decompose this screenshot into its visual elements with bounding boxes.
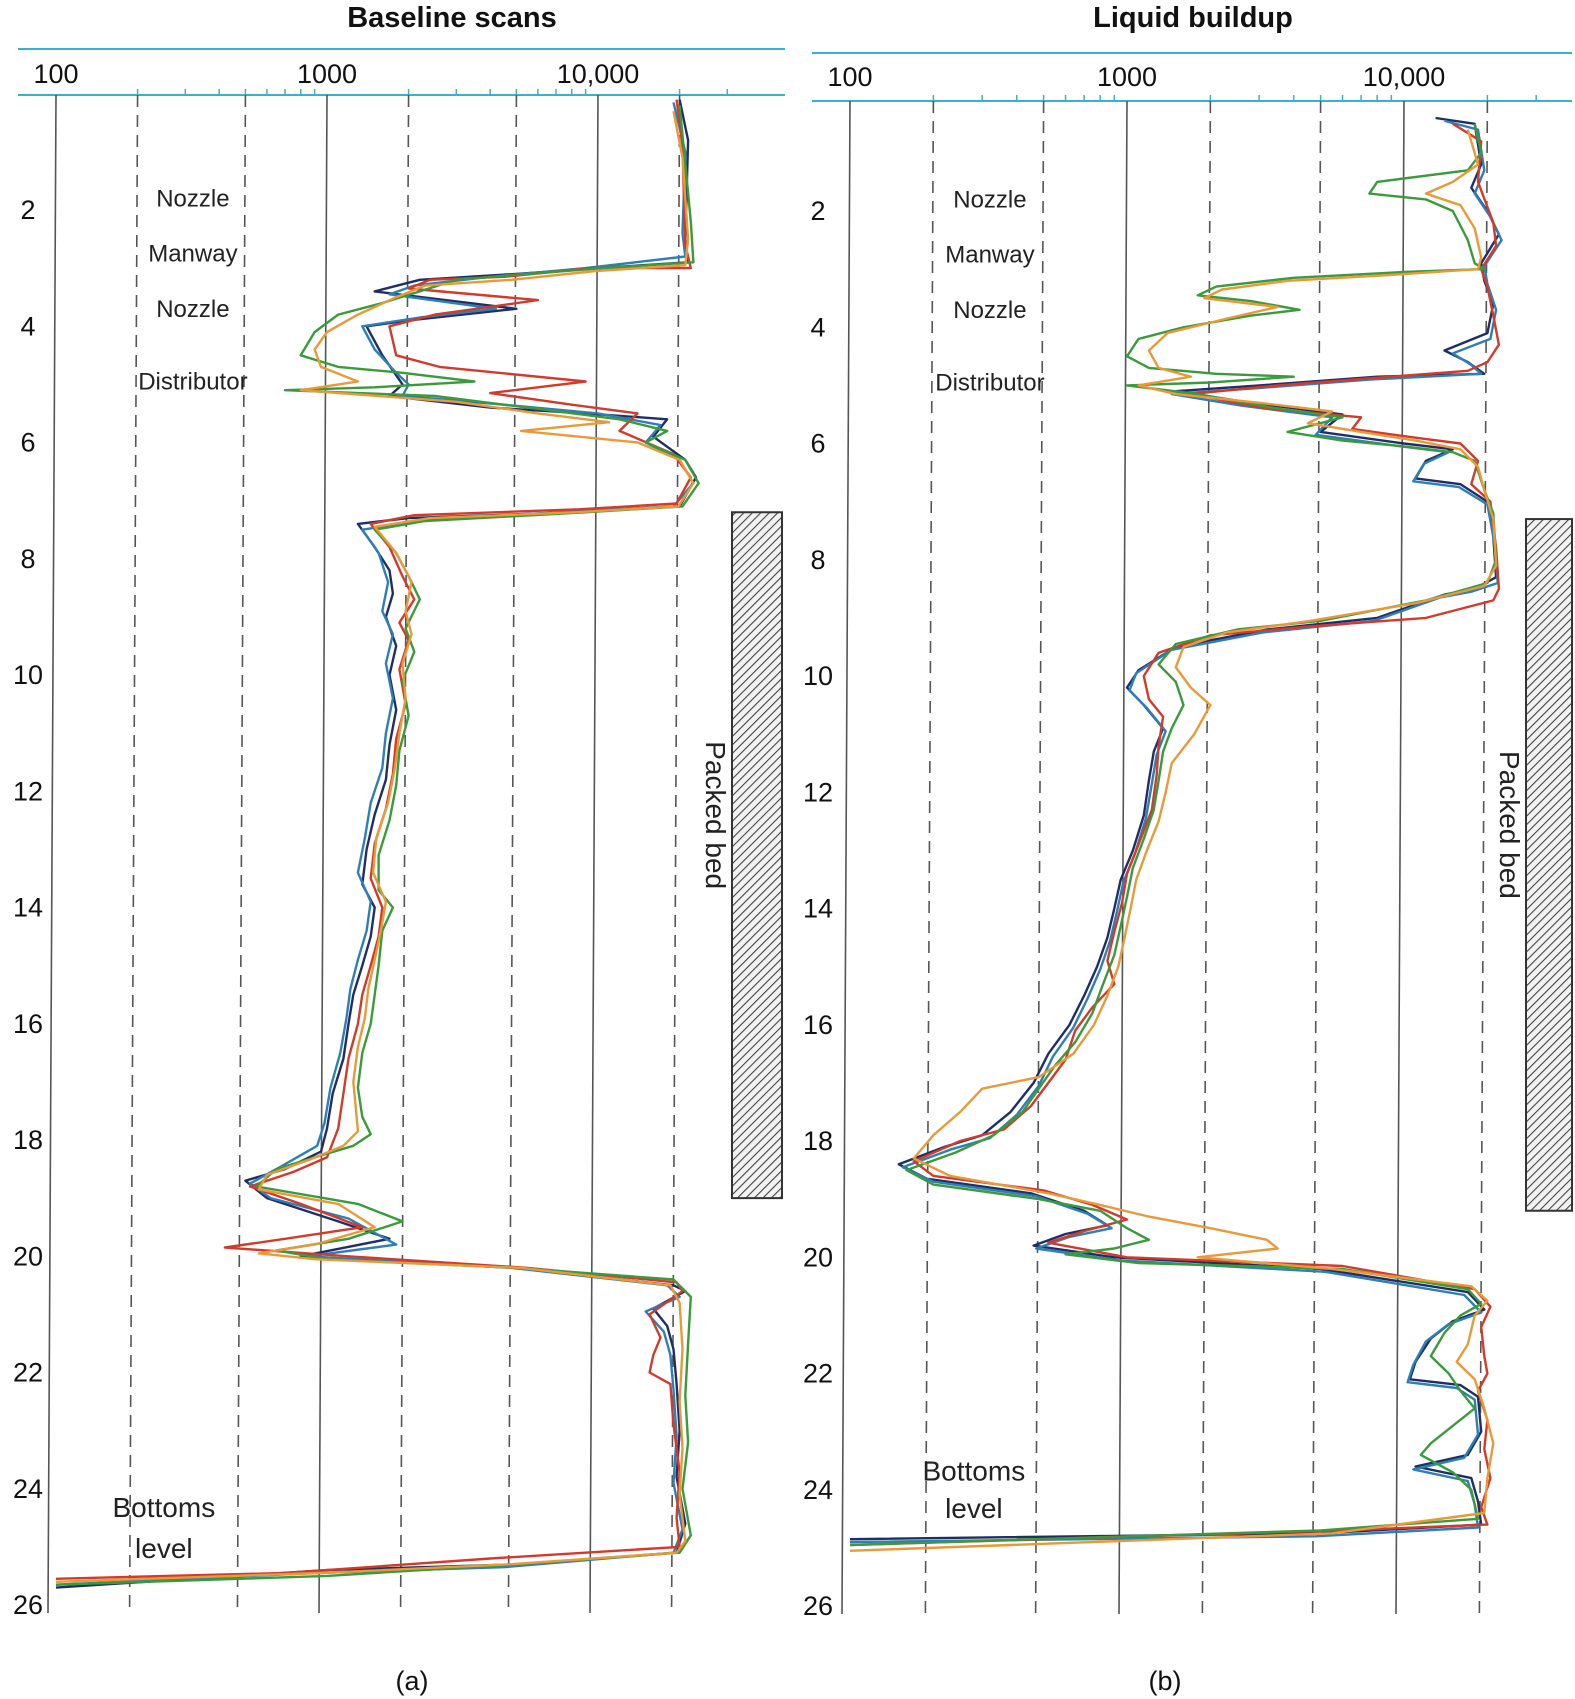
packed-bed-label: Packed bed <box>1494 751 1525 899</box>
gridline-minor <box>670 94 681 1614</box>
annotation-label: level <box>945 1493 1003 1524</box>
annotation-label: Bottoms <box>923 1455 1026 1486</box>
y-tick-label: 22 <box>803 1359 833 1389</box>
packed-bed-label: Packed bed <box>700 741 731 889</box>
x-tick-label: 1000 <box>297 59 357 89</box>
y-tick-label: 20 <box>803 1242 833 1272</box>
x-tick-label: 100 <box>33 59 78 89</box>
gridline-minor <box>1311 100 1322 1615</box>
gridline-minor <box>1034 100 1045 1615</box>
gridline-decade <box>318 94 328 1614</box>
gridline-minor <box>507 94 518 1614</box>
gridline-minor <box>128 94 139 1614</box>
y-tick-label: 14 <box>803 894 833 924</box>
x-tick-label: 100 <box>827 62 872 92</box>
y-tick-label: 10 <box>803 661 833 691</box>
y-tick-label: 4 <box>810 312 825 342</box>
x-tick-label: 1000 <box>1097 62 1157 92</box>
panel-b: Liquid buildup 100 1000 10,000 24681012141… <box>803 2 1573 1696</box>
y-tick-label: 24 <box>13 1474 43 1504</box>
grid <box>47 89 729 1614</box>
gridline-decade <box>589 94 599 1614</box>
y-tick-label: 16 <box>13 1009 43 1039</box>
packed-bed: Packed bed <box>1494 518 1573 1212</box>
packed-bed: Packed bed <box>700 511 783 1200</box>
gridline-minor <box>1478 100 1489 1615</box>
gridline-decade <box>1118 100 1128 1615</box>
annotation-label: Distributor <box>935 369 1044 396</box>
annotation-label: Nozzle <box>156 296 229 323</box>
gridline-minor <box>924 100 935 1615</box>
gridline-minor <box>399 94 410 1614</box>
y-tick-label: 8 <box>810 545 825 575</box>
panel-a: Baseline scans 100 1000 10,000 24681012141… <box>13 2 785 1696</box>
y-tick-label: 12 <box>803 777 833 807</box>
annotation-label: Nozzle <box>953 186 1026 213</box>
y-tick-label: 8 <box>20 544 35 574</box>
annotation-label: Nozzle <box>156 185 229 212</box>
gridline-decade <box>47 94 57 1614</box>
annotation-label: Bottoms <box>112 1492 215 1523</box>
series-line-5 <box>849 129 1498 1552</box>
annotation-label: Distributor <box>138 368 247 395</box>
chart-title: Baseline scans <box>347 2 557 34</box>
series-line-4 <box>55 105 700 1586</box>
series-line-4 <box>849 123 1498 1547</box>
y-tick-label: 14 <box>13 893 43 923</box>
y-tick-label: 26 <box>803 1591 833 1621</box>
x-tick-labels: 100 1000 10,000 <box>827 62 1445 92</box>
gridline-decade <box>1395 100 1405 1615</box>
y-tick-label: 4 <box>20 311 35 341</box>
y-tick-label: 20 <box>13 1241 43 1271</box>
series-line-2 <box>849 119 1503 1544</box>
gridline-minor <box>236 94 247 1614</box>
gridline-decade <box>841 100 851 1615</box>
packed-bed-rect <box>731 511 783 1200</box>
annotations: Nozzle Manway Nozzle Distributor Bottoms leve… <box>112 185 247 1563</box>
y-tick-label: 2 <box>810 196 825 226</box>
y-tick-label: 18 <box>13 1125 43 1155</box>
y-tick-label: 6 <box>20 428 35 458</box>
gridline-minor <box>1201 100 1212 1615</box>
x-tick-label: 10,000 <box>557 59 640 89</box>
y-tick-label: 12 <box>13 776 43 806</box>
annotation-label: level <box>135 1533 193 1564</box>
panel-caption: (a) <box>396 1666 429 1696</box>
annotation-label: Nozzle <box>953 297 1026 324</box>
annotation-label: Manway <box>945 242 1034 269</box>
annotations: Nozzle Manway Nozzle Distributor Bottoms leve… <box>923 186 1045 1524</box>
packed-bed-rect <box>1525 518 1573 1212</box>
y-tick-label: 2 <box>20 195 35 225</box>
y-tick-label: 18 <box>803 1126 833 1156</box>
series-line-3 <box>55 99 692 1580</box>
y-tick-label: 10 <box>13 660 43 690</box>
series-line-5 <box>55 110 695 1583</box>
y-tick-label: 24 <box>803 1475 833 1505</box>
x-tick-label: 10,000 <box>1363 62 1446 92</box>
y-tick-label: 6 <box>810 429 825 459</box>
series-line-3 <box>849 122 1501 1547</box>
series-group <box>849 116 1503 1552</box>
annotation-label: Manway <box>148 241 237 268</box>
y-tick-label: 16 <box>803 1010 833 1040</box>
x-tick-labels: 100 1000 10,000 <box>33 59 639 89</box>
grid <box>841 95 1537 1615</box>
y-tick-label: 26 <box>13 1590 43 1620</box>
y-tick-label: 22 <box>13 1358 43 1388</box>
series-group <box>55 99 700 1589</box>
chart-title: Liquid buildup <box>1093 2 1293 34</box>
panel-caption: (b) <box>1149 1666 1182 1696</box>
